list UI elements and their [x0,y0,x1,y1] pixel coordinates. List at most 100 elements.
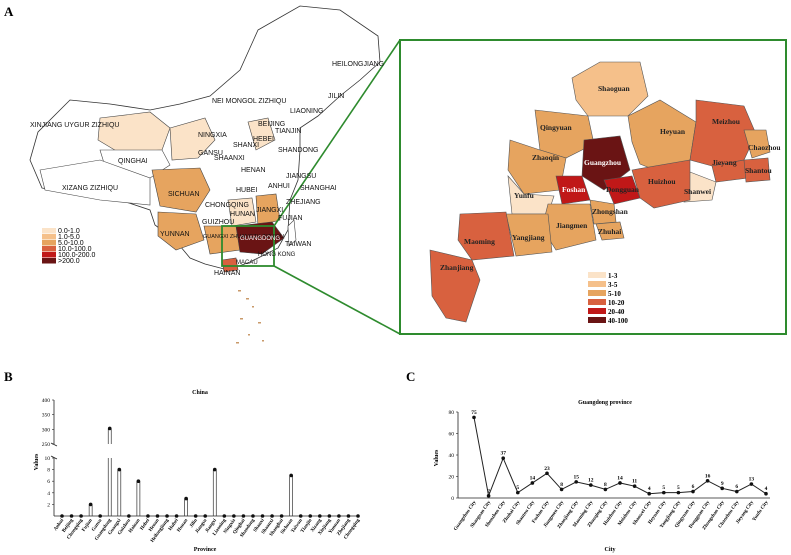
legend-item: 3-5 [588,281,618,289]
data-point [559,487,564,492]
city-label: Maoming [464,237,495,246]
province-label: HEBEI [253,136,274,143]
city-label: Foshan [562,185,586,194]
china-province-labels: HEILONGJIANG JILIN LIAONING NEI MONGOL Z… [30,61,384,277]
city-label: Yangjiang [512,233,545,242]
data-point [298,514,303,518]
legend-item: 40-100 [588,317,628,325]
province-label: ZHEJIANG [286,199,321,206]
province-label: HAINAN [214,270,240,277]
y-tick-label: 2 [47,502,50,508]
x-tick-label: Hebei [140,518,152,532]
svg-text:100.0-200.0: 100.0-200.0 [58,252,95,259]
data-point [60,514,64,518]
legend-item: 1.0-5.0 [42,234,80,241]
legend-item: 5-10 [588,290,621,298]
x-tick-label: Hubei [168,518,180,532]
data-point [260,514,265,518]
data-point [79,514,83,518]
data-point [98,514,102,518]
city-label: Shaoguan [598,84,631,93]
y-tick-label: 40 [449,453,455,459]
province-label: SHAANXI [214,155,245,162]
data-label: 23 [544,466,550,472]
province-label: CHONGQING [205,202,249,209]
data-point [337,514,341,518]
province-label: XINJIANG UYGUR ZIZHIQU [30,122,119,129]
svg-text:1-3: 1-3 [608,272,618,280]
guangdong-inset: Shaoguan Qingyuan Heyuan Meizhou Chaozho… [399,39,787,335]
city-label: Zhanjiang [440,263,474,272]
city-region [595,221,625,241]
svg-text:5-10: 5-10 [608,290,621,298]
data-point [735,489,739,494]
data-label: 8 [560,482,563,488]
data-point [117,467,122,472]
province-label: HONG KONG [258,252,296,258]
province-label: JILIN [328,93,344,100]
x-tick-label: Jilin [189,518,199,529]
guangdong-legend: 1-3 3-5 5-10 10-20 20-40 40-100 [588,272,628,325]
data-point [486,494,491,498]
china-map: HEILONGJIANG JILIN LIAONING NEI MONGOL Z… [29,5,401,344]
data-point [764,491,768,496]
province-label: GUIZHOU [202,219,234,226]
y-tick-label: 300 [42,427,51,433]
data-label: 5 [662,485,665,491]
province-label: TIANJIN [275,128,301,135]
data-point [530,481,535,485]
data-point [127,514,131,518]
province-label: HENAN [241,167,266,174]
city-labels: Shaoguan Qingyuan Heyuan Meizhou Chaozho… [440,84,781,272]
data-point [270,514,274,518]
jiangxi-region [255,193,281,227]
province-label: HEILONGJIANG [332,61,384,68]
city-label: Yunfu [514,191,534,200]
data-label: 5 [677,485,680,491]
legend-item: >200.0 [42,258,80,265]
data-point [165,514,169,518]
data-point [720,486,724,491]
x-tick-label: Hunan [177,518,190,533]
data-point [691,489,695,494]
city-label: Shanwei [684,187,711,196]
hunan-region [227,197,257,227]
data-label: 16 [705,473,711,479]
sichuan-region [151,167,211,213]
data-point [603,487,608,492]
south-china-sea-islands [236,290,264,344]
axis-break-mark [50,442,58,447]
y-axis-label: Values [434,449,440,466]
data-point [241,514,246,518]
data-label: 15 [573,474,579,480]
data-label: 6 [735,484,738,490]
province-label: JIANGSU [286,173,316,180]
province-label: BEIJING [258,121,285,128]
svg-text:3-5: 3-5 [608,281,618,289]
province-label: SICHUAN [168,191,200,198]
data-point [212,467,217,472]
zoom-connector-top [273,39,401,227]
x-axis-label: City [605,547,616,553]
province-label: ANHUI [268,183,290,190]
data-point [279,514,284,518]
data-label: 2 [487,488,490,494]
city-label: Guangzhou [584,158,621,167]
city-label: Zhongshan [592,207,629,216]
data-label: 11 [632,479,637,485]
svg-text:10-20: 10-20 [608,299,625,307]
data-point [662,490,666,495]
city-region [534,109,595,159]
taiwan-region [287,219,297,247]
panel-b-label: B [4,369,13,384]
data-label: 5 [516,485,519,491]
province-label: SHANGHAI [300,185,337,192]
city-region [743,129,771,159]
data-point [184,496,188,501]
data-point [749,482,754,486]
y-tick-label: 350 [42,413,51,419]
data-point [222,514,227,518]
city-region [743,157,771,183]
axis-break-mark [50,455,58,460]
data-label: 8 [604,482,607,488]
